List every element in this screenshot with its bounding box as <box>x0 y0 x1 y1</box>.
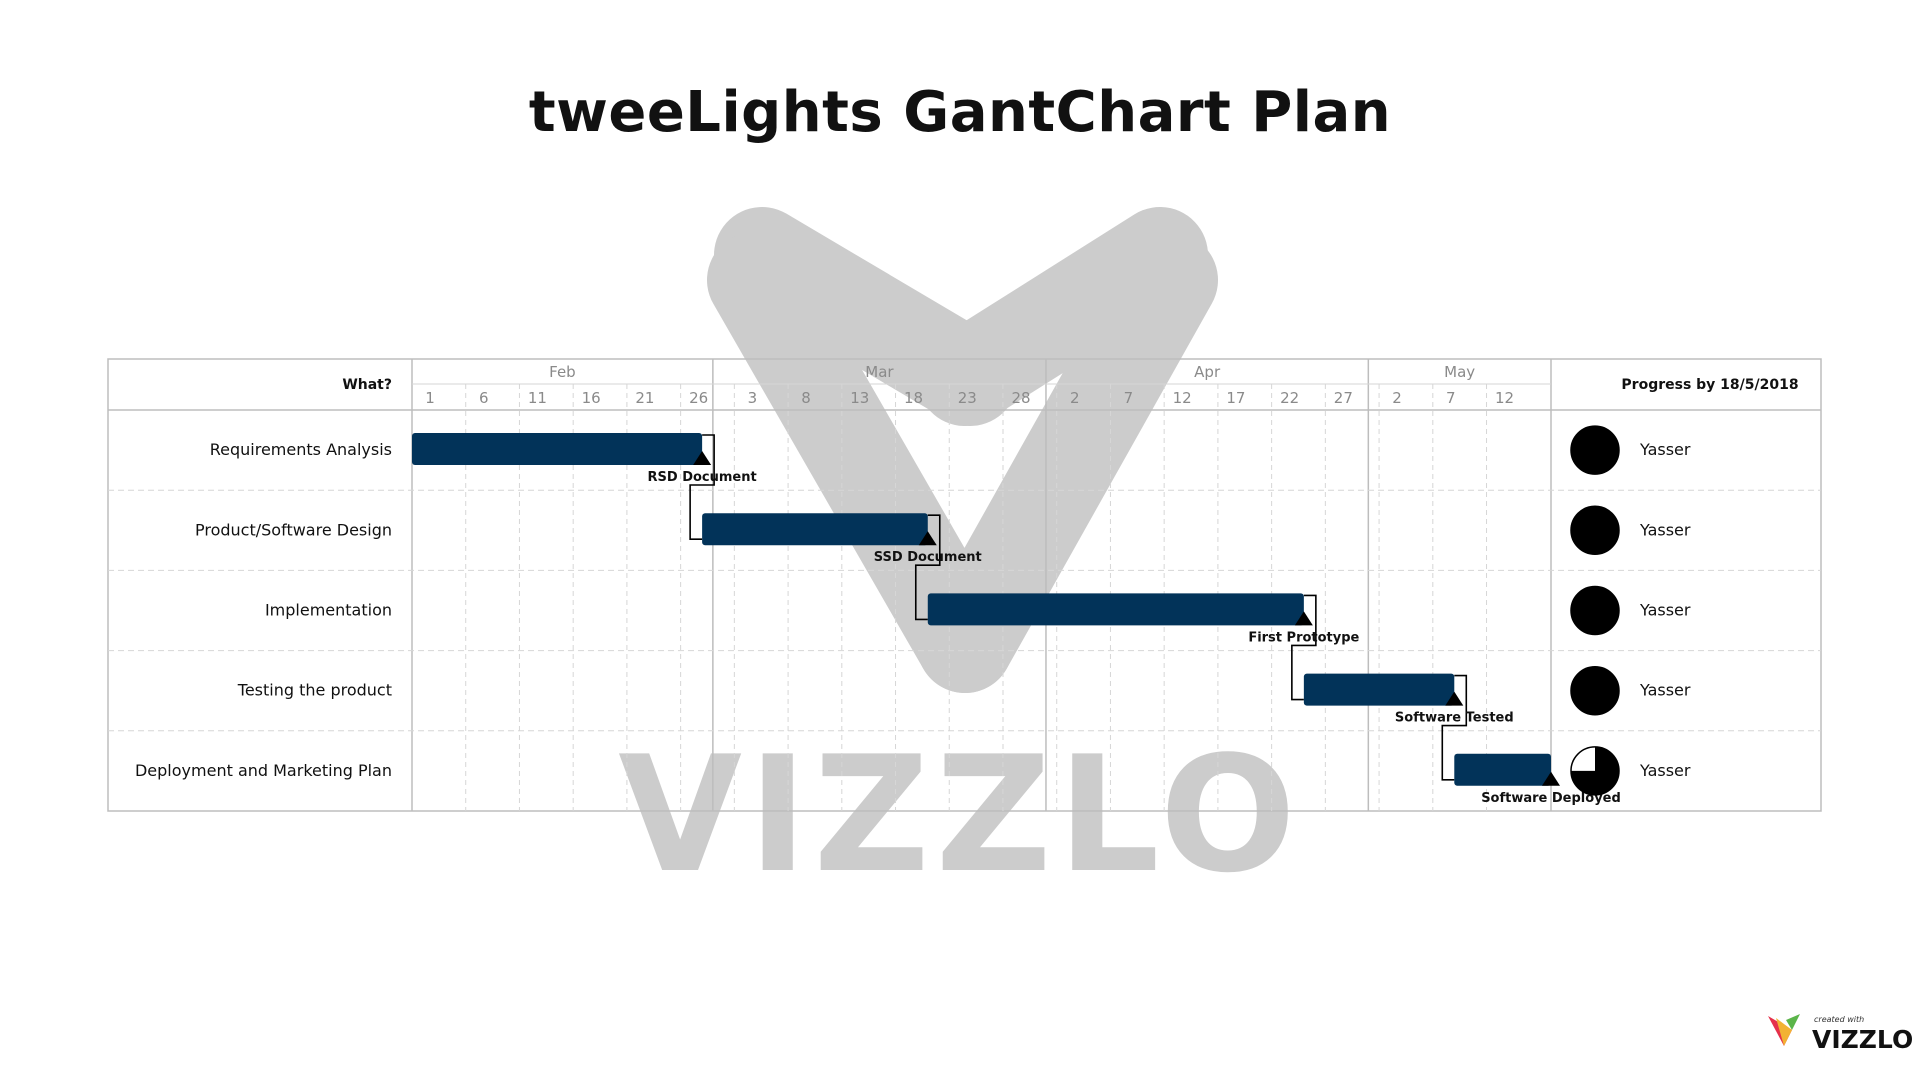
dependency-links <box>689 434 1468 781</box>
milestone-marker <box>1445 691 1464 706</box>
watermark-stroke-v2 <box>917 232 1218 693</box>
task-bar <box>1303 673 1455 706</box>
task-label: Implementation <box>265 601 392 620</box>
owner-label: Yasser <box>1639 440 1691 459</box>
grid-lines <box>412 359 1551 811</box>
dependency-connector <box>689 434 715 540</box>
tick-label: 7 <box>1446 389 1456 407</box>
vizzlo-brand-badge: created with VIZZLO <box>1768 1014 1913 1054</box>
progress-pie-fill <box>1571 586 1619 635</box>
task-label: Testing the product <box>237 681 392 700</box>
vizzlo-watermark: VIZZLO <box>618 207 1302 908</box>
milestone-label: RSD Document <box>648 470 757 485</box>
task-bar <box>1454 753 1551 786</box>
tick-label: 2 <box>1392 389 1402 407</box>
milestones: RSD Document SSD Document First Prototype S… <box>648 451 1621 806</box>
task-label: Requirements Analysis <box>210 440 392 459</box>
tick-label: 11 <box>528 389 547 407</box>
tick-label: 3 <box>748 389 758 407</box>
tick-label: 12 <box>1173 389 1192 407</box>
owner-label: Yasser <box>1639 681 1691 700</box>
chart-frame <box>107 358 1822 812</box>
milestone-label: First Prototype <box>1248 630 1359 645</box>
page-title: tweeLights GantChart Plan <box>528 80 1392 145</box>
month-label: Mar <box>865 363 894 381</box>
task-bar <box>412 433 703 465</box>
tick-label: 1 <box>425 389 435 407</box>
progress-pie-fill <box>1571 506 1619 555</box>
task-column-header: What? <box>342 377 392 393</box>
tick-label: 17 <box>1226 389 1245 407</box>
month-label: Feb <box>549 363 576 381</box>
tick-label: 6 <box>479 389 489 407</box>
progress-pie-fill <box>1571 426 1619 475</box>
vizzlo-logo-icon <box>1768 1014 1800 1046</box>
dependency-connector <box>914 514 941 621</box>
task-bar <box>927 593 1304 626</box>
tick-label: 22 <box>1280 389 1299 407</box>
progress-column-header: Progress by 18/5/2018 <box>1621 377 1798 393</box>
milestone-marker <box>1294 611 1313 626</box>
badge-name: VIZZLO <box>1812 1025 1913 1054</box>
tick-label: 13 <box>850 389 869 407</box>
month-label: Apr <box>1194 363 1221 381</box>
badge-small-text: created with <box>1814 1015 1864 1024</box>
watermark-text: VIZZLO <box>618 721 1302 908</box>
tick-label: 7 <box>1124 389 1134 407</box>
tick-label: 12 <box>1495 389 1514 407</box>
milestone-label: SSD Document <box>874 550 982 565</box>
task-bar <box>702 513 928 546</box>
watermark-stroke-v <box>707 232 1013 693</box>
task-labels: Requirements Analysis Product/Software De… <box>135 440 392 780</box>
milestone-marker <box>918 531 937 546</box>
month-label: May <box>1444 363 1475 381</box>
progress-pie-fill <box>1571 666 1619 715</box>
tick-label: 2 <box>1070 389 1080 407</box>
tick-label: 16 <box>582 389 601 407</box>
tick-label: 23 <box>958 389 977 407</box>
tick-label: 27 <box>1334 389 1353 407</box>
owner-label: Yasser <box>1639 761 1691 780</box>
tick-labels: 1 6 11 16 21 26 3 8 13 18 23 28 2 7 12 17 22 27 2 7 12 <box>425 389 1514 407</box>
month-labels: Feb Mar Apr May <box>549 363 1475 381</box>
owner-label: Yasser <box>1639 520 1691 539</box>
dependency-connector <box>1441 674 1468 781</box>
task-label: Deployment and Marketing Plan <box>135 761 392 780</box>
tick-label: 26 <box>689 389 708 407</box>
milestone-label: Software Deployed <box>1481 791 1621 806</box>
task-label: Product/Software Design <box>195 520 392 539</box>
milestone-marker <box>693 451 712 465</box>
progress-column: Yasser Yasser Yasser Yasser Yasser <box>1570 425 1691 796</box>
owner-label: Yasser <box>1639 601 1691 620</box>
tick-label: 18 <box>904 389 923 407</box>
tick-label: 8 <box>801 389 811 407</box>
row-separators <box>108 489 1821 732</box>
dependency-connector <box>1291 594 1317 701</box>
task-bars <box>412 433 1551 786</box>
progress-pie-fill <box>1571 746 1619 795</box>
tick-label: 21 <box>635 389 654 407</box>
milestone-label: Software Tested <box>1395 711 1514 726</box>
tick-label: 28 <box>1011 389 1030 407</box>
milestone-marker <box>1542 771 1560 786</box>
